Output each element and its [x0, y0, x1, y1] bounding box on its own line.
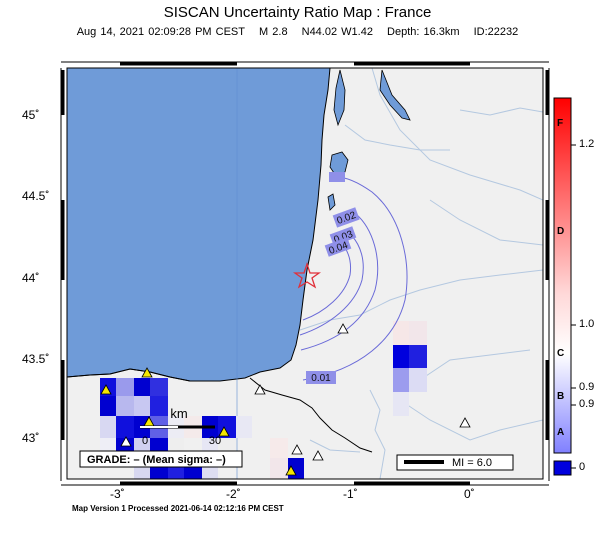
lat-label: 45˚: [22, 108, 40, 122]
station-triangle-icon[interactable]: [254, 384, 266, 395]
event-depth: Depth: 16.3km: [387, 26, 460, 38]
station-triangle-icon[interactable]: [141, 367, 153, 378]
lat-label: 44˚: [22, 271, 40, 285]
event-datetime: Aug 14, 2021 02:09:28 PM CEST: [76, 26, 245, 38]
coastline-south: [67, 368, 220, 382]
colorbar-value: 1.2: [579, 138, 595, 150]
lat-label: 43˚: [22, 431, 40, 445]
mi-legend-box: [396, 454, 514, 471]
mi-legend-label: MI = 6.0: [452, 457, 492, 469]
border-line: [249, 377, 373, 453]
colorbar-grade-letter: B: [557, 391, 565, 402]
scale-bar: km 0 30: [140, 406, 221, 447]
colorbar-value: 0: [579, 461, 586, 473]
grade-box: [79, 450, 243, 468]
station-triangle-icon[interactable]: [337, 323, 349, 334]
contour-label: 0.01: [311, 373, 331, 384]
colorbar-value: 0.9: [579, 398, 595, 410]
colorbar-min-swatch: [553, 460, 572, 476]
colorbar-grade-letter: D: [557, 226, 565, 237]
station-triangle-icon[interactable]: [120, 436, 132, 447]
scale-bar-tick: 30: [209, 435, 221, 447]
lon-label: -1˚: [343, 487, 358, 501]
scale-bar-unit: km: [170, 406, 187, 421]
event-location: N44.02 W1.42: [301, 26, 373, 38]
lat-label: 44.5˚: [22, 189, 50, 203]
station-triangle-icon[interactable]: [285, 465, 297, 476]
map-frame: [66, 67, 544, 480]
frame-ticks: [61, 62, 549, 485]
map-title: SISCAN Uncertainty Ratio Map : France: [163, 4, 432, 21]
station-triangle-icon[interactable]: [218, 426, 230, 437]
lat-label: 43.5˚: [22, 352, 50, 366]
lon-label: -3˚: [110, 487, 125, 501]
colorbar: [553, 97, 572, 454]
event-info: Aug 14, 2021 02:09:28 PM CEST M 2.8 N44.…: [0, 26, 595, 38]
colorbar-grade-letter: C: [557, 348, 565, 359]
station-triangle-icon[interactable]: [459, 417, 471, 428]
estuary: [379, 69, 411, 121]
lake: [327, 193, 336, 211]
estuary: [333, 69, 346, 127]
stations: [100, 323, 471, 476]
colorbar-value: 1.0: [579, 318, 595, 330]
epicenter-star-icon[interactable]: [292, 261, 322, 289]
event-magnitude: M 2.8: [259, 26, 288, 38]
rivers: [299, 68, 543, 479]
lon-label: 0˚: [464, 487, 475, 501]
station-triangle-icon[interactable]: [312, 450, 324, 461]
grade-label: GRADE: – (Mean sigma: –): [87, 454, 226, 466]
scale-bar-tick: 0: [142, 435, 148, 447]
footer-version: Map Version 1 Processed 2021-06-14 02:12…: [72, 504, 284, 513]
contour-label-group: 0.01 0.02 0.03 0.04: [306, 172, 360, 384]
lon-label: -2˚: [226, 487, 241, 501]
station-triangle-icon[interactable]: [100, 384, 112, 395]
contour-lines: [299, 176, 408, 381]
sea-area: [67, 68, 331, 382]
event-id: ID:22232: [473, 26, 519, 38]
station-triangle-icon[interactable]: [291, 444, 303, 455]
colorbar-grade-letter: A: [557, 427, 565, 438]
colorbar-value: 0.9: [579, 381, 595, 393]
colorbar-grade-letter: F: [557, 118, 564, 129]
